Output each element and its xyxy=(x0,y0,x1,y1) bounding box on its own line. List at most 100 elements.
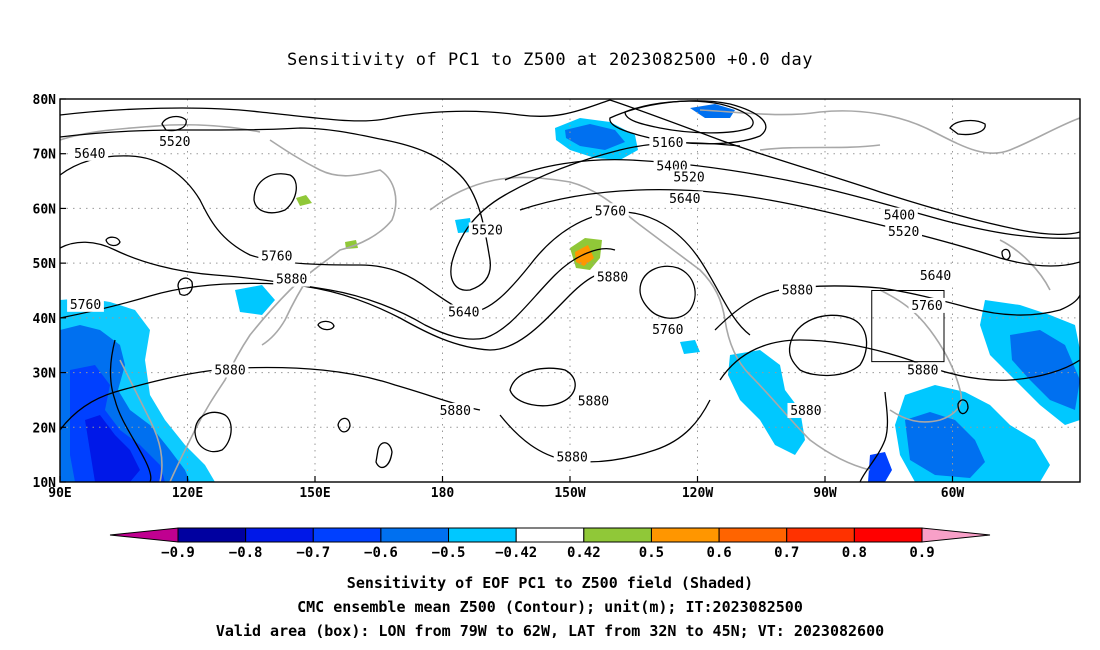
lat-tick-label: 50N xyxy=(33,257,57,272)
lat-tick-label: 60N xyxy=(33,202,57,217)
colorbar-tick-label: −0.5 xyxy=(432,545,466,561)
contour-line xyxy=(719,339,1080,381)
colorbar-swatch xyxy=(245,527,314,543)
colorbar-tick-label: 0.7 xyxy=(774,545,799,561)
contour-label: 5760 xyxy=(595,204,626,219)
caption-line-1: Sensitivity of EOF PC1 to Z500 field (Sh… xyxy=(346,574,754,592)
colorbar-tick-label: 0.5 xyxy=(639,545,664,561)
contour-label-background xyxy=(574,393,612,409)
colorbar-swatch xyxy=(786,527,855,543)
contour-line xyxy=(177,277,193,296)
contour-label-background xyxy=(917,267,954,283)
contour-label-background xyxy=(904,362,942,378)
colorbar-tick-label: 0.8 xyxy=(842,545,867,561)
contour-label: 5880 xyxy=(578,395,609,410)
contour-label-background xyxy=(71,145,109,161)
colorbar-tick-label: −0.6 xyxy=(364,545,398,561)
lon-tick-label: 180 xyxy=(431,486,455,501)
coastline-alaska-canada xyxy=(429,176,871,471)
lon-tick-label: 120W xyxy=(682,486,713,501)
colorbar-tick-label: −0.7 xyxy=(296,545,330,561)
colorbar-swatch xyxy=(650,527,720,543)
colorbar-tick-label: 0.42 xyxy=(567,545,601,561)
colorbar-swatch xyxy=(583,527,652,543)
contour-label-background xyxy=(787,402,825,418)
contour-label: 5160 xyxy=(652,136,683,151)
contour-label-background xyxy=(594,269,631,285)
negative-shading-region xyxy=(1010,330,1080,410)
contour-label-background xyxy=(666,191,704,207)
contour-line xyxy=(60,127,741,291)
lon-tick-label: 90E xyxy=(48,486,71,501)
contour-label: 5880 xyxy=(597,270,628,285)
colorbar-tick-label: −0.8 xyxy=(229,545,263,561)
lon-tick-label: 60W xyxy=(941,486,965,501)
contour-label-background xyxy=(67,296,104,312)
negative-shading-region xyxy=(728,350,805,455)
contour-line xyxy=(609,99,1080,236)
colorbar-swatch xyxy=(718,527,788,543)
contour-label: 5520 xyxy=(888,225,919,240)
coastline-east-us xyxy=(879,239,1051,423)
colorbar-swatch xyxy=(853,527,923,543)
contour-line xyxy=(714,285,1080,331)
colorbar-tick-label: −0.42 xyxy=(495,545,537,561)
contour-line xyxy=(519,189,1080,267)
contour-line xyxy=(161,115,187,132)
negative-shading-region xyxy=(85,415,140,482)
contour-line xyxy=(60,271,621,351)
contour-line xyxy=(957,399,969,415)
lon-tick-label: 150W xyxy=(554,486,585,501)
contour-line xyxy=(509,367,576,407)
contour-label-background xyxy=(445,304,483,320)
negative-shading-region xyxy=(905,412,985,478)
contour-line xyxy=(60,155,751,336)
contour-label: 5520 xyxy=(159,135,190,150)
contour-label: 5760 xyxy=(911,299,942,314)
contour-labels: 5520564051605400552056405760552054005520… xyxy=(67,133,954,465)
contour-label-background xyxy=(591,203,629,219)
axis-labels: 90E 120E 150E 180 150W 120W 90W 60W 80N 70N 60N 50N… xyxy=(33,93,965,501)
contour-line xyxy=(609,100,767,145)
coastlines xyxy=(60,109,1080,482)
contour-label-background xyxy=(880,207,918,223)
z500-contours xyxy=(60,99,1080,482)
lon-tick-label: 150E xyxy=(299,486,330,501)
contour-label: 5640 xyxy=(448,305,479,320)
contour-line xyxy=(859,391,889,482)
contour-label-background xyxy=(885,224,923,240)
contour-label-background xyxy=(778,282,816,298)
contour-label: 5400 xyxy=(884,209,915,224)
contour-label-background xyxy=(468,222,506,238)
contour-label: 5880 xyxy=(782,284,813,299)
contour-line xyxy=(788,314,868,377)
contour-label: 5640 xyxy=(920,269,951,284)
contour-label-background xyxy=(553,449,591,465)
contour-line xyxy=(60,99,611,122)
contour-label: 5880 xyxy=(276,273,307,288)
contour-label-background xyxy=(649,321,687,337)
contour-label: 5880 xyxy=(440,404,471,419)
contour-label: 5760 xyxy=(70,298,101,313)
negative-shading-region xyxy=(680,340,700,354)
contour-line xyxy=(504,159,1080,239)
contour-line xyxy=(194,411,232,453)
sensitivity-shading xyxy=(60,104,1080,482)
lat-tick-label: 80N xyxy=(33,93,57,108)
contour-line xyxy=(253,173,297,214)
figure-title: Sensitivity of PC1 to Z500 at 2023082500… xyxy=(286,50,813,70)
contour-label: 5760 xyxy=(261,250,292,265)
contour-label: 5640 xyxy=(74,147,105,162)
contour-line xyxy=(60,241,616,340)
colorbar-tick-label: 0.9 xyxy=(909,545,934,561)
contour-label: 5760 xyxy=(652,323,683,338)
lat-tick-label: 40N xyxy=(33,312,57,327)
contour-label-background xyxy=(670,169,708,185)
colorbar-low-extend xyxy=(109,527,179,543)
lon-tick-label: 120E xyxy=(172,486,203,501)
contour-line xyxy=(109,339,152,482)
contour-label: 5520 xyxy=(471,223,502,238)
contour-line xyxy=(949,119,986,136)
contour-line xyxy=(1001,248,1011,261)
